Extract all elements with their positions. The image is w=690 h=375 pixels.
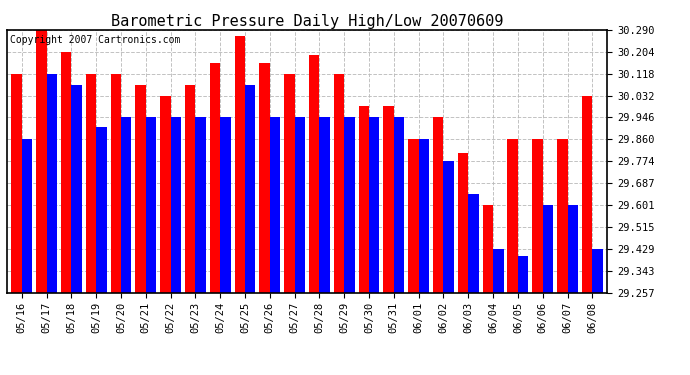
Bar [270, 117, 280, 292]
Bar [507, 139, 518, 292]
Bar [483, 205, 493, 292]
Bar [160, 96, 170, 292]
Bar [96, 127, 107, 292]
Bar [146, 117, 156, 292]
Bar [369, 117, 380, 292]
Bar [245, 85, 255, 292]
Bar [135, 85, 146, 292]
Bar [185, 85, 195, 292]
Bar [295, 117, 305, 292]
Text: Copyright 2007 Cartronics.com: Copyright 2007 Cartronics.com [10, 35, 180, 45]
Bar [433, 117, 444, 292]
Bar [444, 161, 454, 292]
Bar [394, 117, 404, 292]
Bar [210, 63, 220, 292]
Bar [309, 55, 319, 292]
Bar [61, 52, 71, 292]
Bar [359, 106, 369, 292]
Bar [110, 74, 121, 292]
Bar [567, 205, 578, 292]
Bar [284, 74, 295, 292]
Bar [220, 117, 230, 292]
Bar [86, 74, 96, 292]
Bar [47, 74, 57, 292]
Bar [458, 153, 469, 292]
Bar [469, 194, 479, 292]
Bar [170, 117, 181, 292]
Bar [543, 205, 553, 292]
Bar [532, 139, 543, 292]
Bar [71, 85, 82, 292]
Bar [592, 249, 603, 292]
Bar [121, 117, 131, 292]
Bar [518, 256, 529, 292]
Bar [582, 96, 592, 292]
Bar [259, 63, 270, 292]
Bar [195, 117, 206, 292]
Bar [22, 139, 32, 292]
Bar [344, 117, 355, 292]
Bar [11, 74, 22, 292]
Title: Barometric Pressure Daily High/Low 20070609: Barometric Pressure Daily High/Low 20070… [111, 14, 503, 29]
Bar [319, 117, 330, 292]
Bar [408, 139, 419, 292]
Bar [235, 36, 245, 292]
Bar [334, 74, 344, 292]
Bar [557, 139, 567, 292]
Bar [384, 106, 394, 292]
Bar [36, 30, 47, 292]
Bar [419, 139, 429, 292]
Bar [493, 249, 504, 292]
